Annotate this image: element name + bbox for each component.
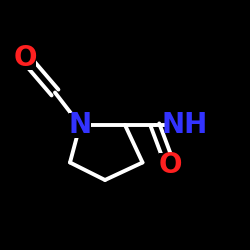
Text: O: O xyxy=(13,44,37,72)
FancyBboxPatch shape xyxy=(168,112,202,138)
FancyBboxPatch shape xyxy=(14,45,36,70)
Text: N: N xyxy=(68,111,92,139)
Text: NH: NH xyxy=(162,111,208,139)
Text: O: O xyxy=(158,151,182,179)
FancyBboxPatch shape xyxy=(69,112,91,138)
FancyBboxPatch shape xyxy=(159,152,181,178)
